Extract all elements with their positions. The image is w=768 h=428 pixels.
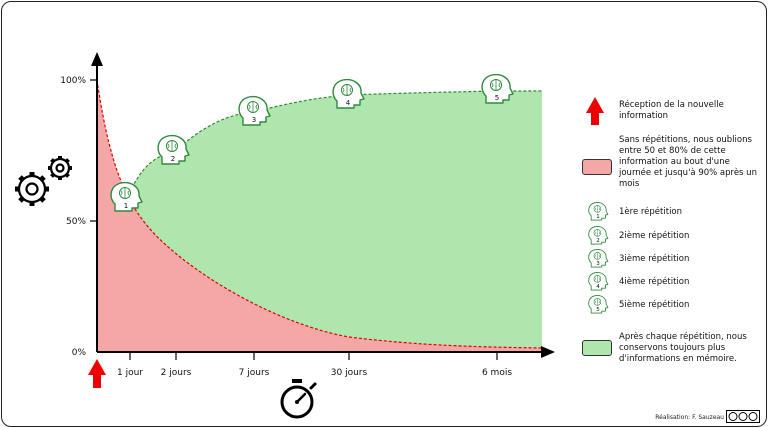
gears-icon [15, 156, 72, 206]
repetition-2-icon: 2 [157, 134, 190, 165]
legend-arrow-icon [586, 97, 604, 125]
legend-forget-swatch [582, 159, 612, 175]
legend-rep-1-text: 1ère répétition [619, 207, 683, 217]
legend-rep-5-icon: 5 [588, 295, 609, 314]
svg-text:3: 3 [252, 116, 256, 124]
y-axis-arrow [91, 52, 103, 66]
legend-rep-3-icon: 3 [588, 249, 609, 268]
svg-text:4: 4 [596, 284, 600, 290]
reception-arrow-icon [88, 359, 106, 388]
svg-text:3: 3 [596, 261, 600, 267]
x-tick-30-jours: 30 jours [331, 368, 368, 378]
repetition-3-icon: 3 [238, 95, 271, 126]
svg-text:4: 4 [346, 99, 351, 107]
stopwatch-icon [280, 379, 317, 419]
y-tick-100: 100% [60, 76, 86, 86]
svg-text:1: 1 [596, 214, 600, 220]
svg-text:1: 1 [124, 202, 128, 210]
legend-rep-2-icon: 2 [588, 226, 609, 245]
x-axis-arrow [541, 346, 555, 358]
y-tick-0: 0% [72, 348, 87, 358]
svg-text:2: 2 [596, 238, 600, 244]
legend-rep-3-text: 3ième répétition [619, 254, 690, 264]
credit-text: Réalisation: F. Sauzeau [655, 414, 724, 421]
forgetting-area [97, 80, 542, 352]
legend-rep-5-text: 5ième répétition [619, 300, 690, 310]
x-tick-1-jour: 1 jour [117, 368, 143, 378]
legend-reception-text: Réception de la nouvelle information [619, 100, 724, 121]
legend-rep-4-icon: 4 [588, 272, 609, 291]
cc-license-icon [726, 410, 760, 423]
svg-text:2: 2 [171, 155, 175, 163]
x-tick-7-jours: 7 jours [239, 368, 270, 378]
forgetting-curve [96, 79, 543, 349]
repetition-4-icon: 4 [332, 78, 365, 109]
legend-rep-2-text: 2ième répétition [619, 231, 690, 241]
y-tick-50: 50% [66, 217, 86, 227]
legend-retain-swatch [582, 340, 612, 356]
legend-forget-text: Sans répétitions, nous oublions entre 50… [619, 135, 757, 189]
repetition-1-icon: 1 [110, 181, 143, 212]
repetition-5-icon: 5 [481, 73, 514, 104]
x-tick-2-jours: 2 jours [161, 368, 192, 378]
legend-rep-1-icon: 1 [588, 202, 609, 221]
svg-text:5: 5 [495, 94, 499, 102]
x-tick-6-mois: 6 mois [482, 368, 512, 378]
legend-retain-text: Après chaque répétition, nous conservons… [619, 332, 747, 364]
svg-text:5: 5 [596, 307, 600, 313]
legend-rep-4-text: 4ième répétition [619, 277, 690, 287]
